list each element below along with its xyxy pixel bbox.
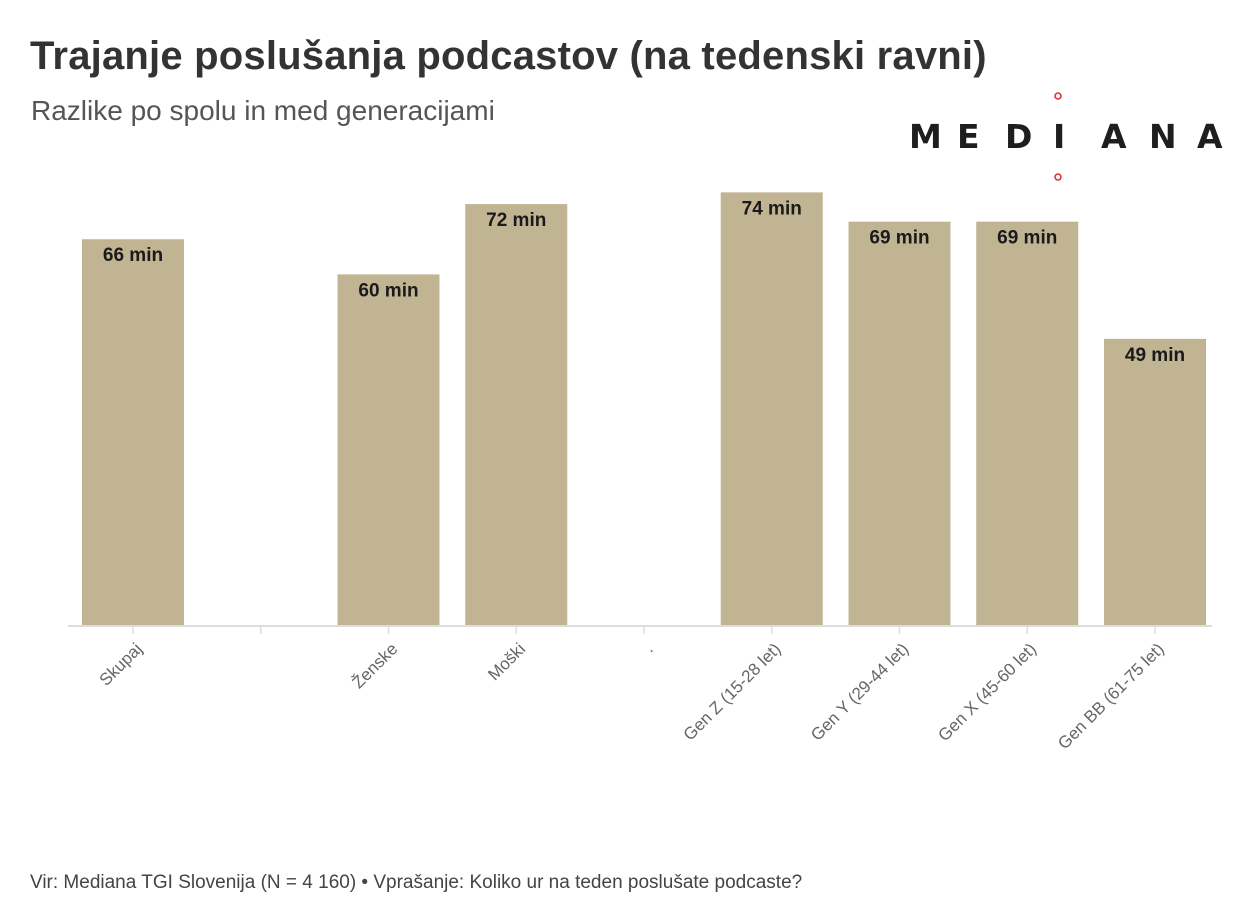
x-tick-label: Skupaj	[96, 639, 146, 689]
chart-title: Trajanje poslušanja podcastov (na tedens…	[30, 34, 987, 78]
chart-subtitle: Razlike po spolu in med generacijami	[31, 95, 495, 126]
bar	[82, 239, 184, 627]
logo-accent-dot-bottom	[1054, 173, 1062, 181]
logo-letter: N	[1149, 117, 1177, 156]
data-label: 74 min	[742, 198, 802, 219]
x-tick-label: Ženske	[348, 639, 401, 692]
bar	[337, 274, 440, 626]
logo-accent-dot-top	[1054, 92, 1062, 100]
bar	[976, 221, 1079, 626]
bar	[1104, 338, 1206, 626]
logo-letter: E	[957, 117, 980, 156]
logo-letter: M	[909, 117, 942, 156]
source-note: Vir: Mediana TGI Slovenija (N = 4 160) •…	[30, 872, 803, 893]
bar-chart: Skupaj Ženske Moški. Gen Z (15-28 let) Gen Y…	[68, 192, 1212, 753]
bar-series	[82, 192, 1206, 627]
x-tick-label: Gen BB (61-75 let)	[1054, 639, 1168, 753]
bar	[465, 204, 568, 626]
logo-letter: A	[1197, 117, 1223, 156]
data-label: 72 min	[486, 210, 546, 231]
data-label: 66 min	[103, 245, 163, 266]
bar	[848, 221, 951, 626]
x-tick-label: Moški	[484, 639, 529, 684]
x-tick-label: Gen Y (29-44 let)	[807, 639, 912, 744]
logo-letter: A	[1101, 117, 1127, 156]
logo-letter: I	[1053, 117, 1065, 156]
data-labels: 66 min 60 min 72 min 74 min 69 min 69 min 49 m…	[103, 198, 1185, 365]
x-axis	[68, 625, 1212, 634]
x-tick-labels: Skupaj Ženske Moški. Gen Z (15-28 let) Gen Y…	[96, 639, 1168, 753]
data-label: 69 min	[997, 228, 1057, 249]
data-label: 60 min	[358, 280, 418, 301]
data-label: 69 min	[869, 228, 929, 249]
logo-letter: D	[1005, 117, 1032, 156]
data-label: 49 min	[1125, 345, 1185, 366]
x-tick-label: .	[640, 639, 657, 656]
x-tick-label: Gen Z (15-28 let)	[680, 639, 785, 744]
bar	[720, 192, 823, 627]
x-tick-label: Gen X (45-60 let)	[934, 639, 1040, 745]
